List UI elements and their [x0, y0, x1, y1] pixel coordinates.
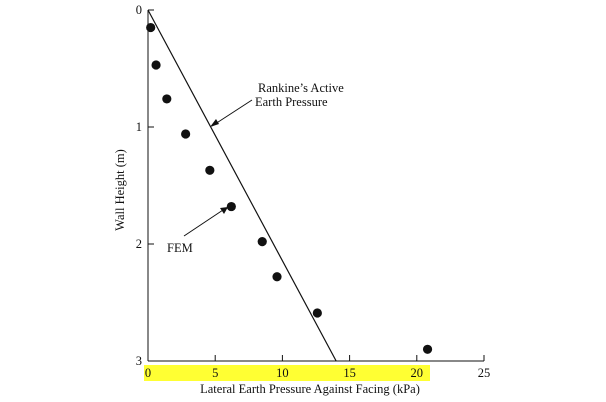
- fem-annotation: FEM: [167, 241, 193, 255]
- y-tick-label: 0: [136, 3, 142, 17]
- fem-point: [162, 94, 172, 104]
- fem-point: [205, 165, 215, 175]
- fem-point: [181, 129, 191, 139]
- fem-point: [151, 60, 161, 70]
- x-axis-label: Lateral Earth Pressure Against Facing (k…: [200, 382, 420, 396]
- rankine-annotation-line1: Rankine’s Active: [258, 81, 344, 95]
- x-tick-labels-highlight: [144, 365, 430, 381]
- rankine-annotation-line2: Earth Pressure: [255, 95, 328, 109]
- y-tick-label: 3: [136, 354, 142, 368]
- x-tick-label: 10: [276, 366, 289, 380]
- y-tick-label: 1: [136, 120, 142, 134]
- x-tick-label: 5: [212, 366, 218, 380]
- fem-point: [272, 272, 282, 282]
- ticks: 0 5 10 15 20 25 0 1 2 3: [136, 3, 491, 380]
- x-tick-label: 15: [343, 366, 356, 380]
- fem-points: [146, 22, 433, 354]
- axes: [147, 10, 484, 362]
- y-tick-label: 2: [136, 237, 142, 251]
- x-tick-label: 0: [145, 366, 151, 380]
- x-tick-label: 20: [411, 366, 424, 380]
- rankine-arrow: [210, 99, 253, 127]
- fem-point: [422, 344, 433, 354]
- x-tick-label: 25: [478, 366, 491, 380]
- fem-point: [146, 22, 156, 33]
- rankine-line: [147, 9, 337, 362]
- fem-point: [257, 237, 267, 247]
- y-axis-label: Wall Height (m): [113, 149, 127, 231]
- fem-arrow: [183, 207, 228, 237]
- fem-point: [312, 308, 322, 318]
- fem-point: [226, 201, 236, 212]
